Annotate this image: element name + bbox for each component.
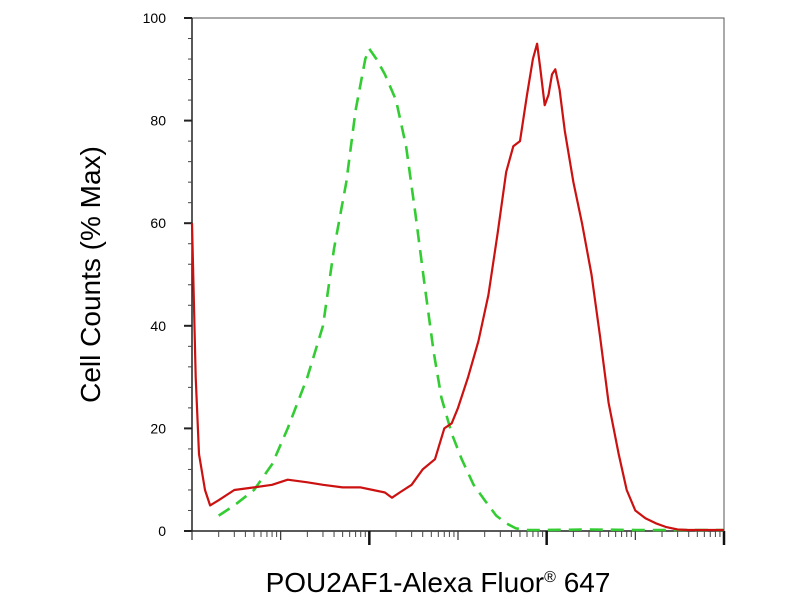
y-tick-label: 60 [150, 215, 166, 231]
series-line-sample [190, 42, 724, 532]
x-axis-ticks [191, 531, 726, 545]
series-line-control [217, 47, 724, 532]
plot-frame [191, 17, 725, 532]
y-tick-label: 20 [150, 420, 166, 436]
x-axis-title-main: POU2AF1-Alexa Fluor [266, 567, 545, 598]
y-tick-label: 100 [143, 10, 167, 26]
series-lines [190, 42, 724, 532]
x-axis-title: POU2AF1-Alexa Fluor® 647 [266, 567, 611, 598]
y-axis-ticks: 0 20 40 60 80 100 [143, 10, 192, 539]
y-tick-label: 80 [150, 113, 166, 129]
x-axis-title-superscript: ® [544, 569, 556, 586]
x-axis-title-suffix: 647 [556, 567, 611, 598]
plot-border [191, 17, 725, 532]
y-tick-label: 40 [150, 318, 166, 334]
y-axis-title: Cell Counts (% Max) [75, 146, 106, 403]
y-tick-label: 0 [158, 523, 166, 539]
